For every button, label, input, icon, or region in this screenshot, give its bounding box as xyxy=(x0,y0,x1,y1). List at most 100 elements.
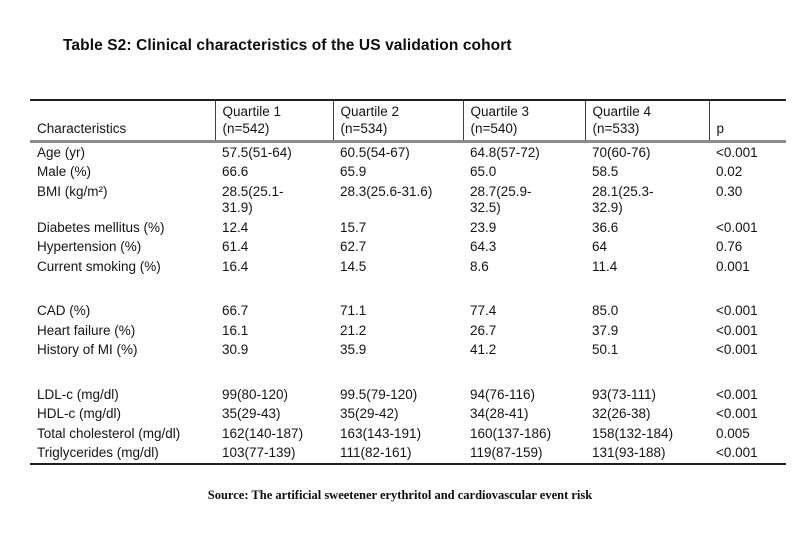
quartile-2-n: (n=534) xyxy=(340,120,388,136)
quartile-4-label: Quartile 4 xyxy=(592,104,652,119)
value-cell: 162(140-187) xyxy=(222,425,304,441)
value-cell: 111(82-161) xyxy=(340,445,412,460)
p-value-cell: <0.001 xyxy=(716,342,758,357)
table-row: Hypertension (%) 61.4 62.7 64.3 64 0.76 xyxy=(30,238,786,258)
spacer-row xyxy=(30,360,786,385)
value-cell: 99.5(79-120) xyxy=(340,386,418,402)
value-cell: 94(76-116) xyxy=(470,386,536,402)
row-label: Male (%) xyxy=(37,164,92,179)
value-cell: 66.7 xyxy=(222,303,249,318)
value-cell: 85.0 xyxy=(592,303,619,318)
spacer-row xyxy=(30,277,786,302)
p-value-cell: <0.001 xyxy=(716,322,758,338)
p-value-cell: 0.76 xyxy=(716,239,743,254)
table-title: Table S2: Clinical characteristics of th… xyxy=(63,37,512,54)
value-cell: 23.9 xyxy=(470,219,497,235)
value-cell: 64 xyxy=(592,239,608,254)
value-cell: 12.4 xyxy=(222,219,249,235)
value-cell: 14.5 xyxy=(340,258,367,274)
p-value-cell: <0.001 xyxy=(716,386,758,402)
value-cell: 61.4 xyxy=(222,239,249,254)
value-cell: 71.1 xyxy=(340,303,367,318)
value-cell: 8.6 xyxy=(470,258,489,274)
column-header-quartile-4: Quartile 4 (n=533) xyxy=(584,100,709,143)
table-body: Age (yr) 57.5(51-64) 60.5(54-67) 64.8(57-72… xyxy=(30,142,786,465)
p-label: p xyxy=(716,120,725,136)
value-cell: 30.9 xyxy=(222,342,249,357)
p-value-cell: <0.001 xyxy=(716,144,758,160)
column-header-quartile-2: Quartile 2 (n=534) xyxy=(332,100,463,143)
table-row: LDL-c (mg/dl) 99(80-120) 99.5(79-120) 94(76… xyxy=(30,385,786,405)
value-cell: 11.4 xyxy=(592,258,618,274)
table-row: Triglycerides (mg/dl) 103(77-139) 111(82-1… xyxy=(30,444,786,465)
value-cell: 93(73-111) xyxy=(592,386,657,402)
header-row: Characteristics Quartile 1 (n=542) Quart… xyxy=(30,100,786,143)
value-cell: 103(77-139) xyxy=(222,445,296,460)
value-cell: 119(87-159) xyxy=(470,445,543,460)
value-cell: 41.2 xyxy=(470,342,497,357)
clinical-characteristics-table: Characteristics Quartile 1 (n=542) Quart… xyxy=(30,99,786,465)
value-cell: 62.7 xyxy=(340,239,367,254)
row-label: BMI (kg/m²) xyxy=(37,183,108,199)
quartile-4-n: (n=533) xyxy=(592,120,640,136)
value-cell: 15.7 xyxy=(340,219,367,235)
value-cell: 64.3 xyxy=(470,239,497,254)
row-label: Hypertension (%) xyxy=(37,239,142,254)
row-label: HDL-c (mg/dl) xyxy=(37,406,122,421)
table-row: Age (yr) 57.5(51-64) 60.5(54-67) 64.8(57-72… xyxy=(30,142,786,163)
column-header-p: p xyxy=(708,100,786,143)
value-cell: 58.5 xyxy=(592,164,619,179)
value-cell: 99(80-120) xyxy=(222,386,289,402)
quartile-1-n: (n=542) xyxy=(222,120,270,136)
quartile-3-n: (n=540) xyxy=(470,120,518,136)
value-cell: 37.9 xyxy=(592,322,619,338)
row-label: Triglycerides (mg/dl) xyxy=(37,445,159,460)
value-cell: 36.6 xyxy=(592,219,619,235)
value-cell: 160(137-186) xyxy=(470,425,552,441)
p-value-cell: <0.001 xyxy=(716,445,758,460)
value-cell: 28.7(25.9- 32.5) xyxy=(470,183,532,216)
spacer-cell xyxy=(30,360,786,385)
value-cell: 35.9 xyxy=(340,342,367,357)
column-header-quartile-3: Quartile 3 (n=540) xyxy=(462,100,585,143)
table-row: Diabetes mellitus (%) 12.4 15.7 23.9 36.6 <0.… xyxy=(30,218,786,238)
value-cell: 163(143-191) xyxy=(340,425,422,441)
value-cell: 65.0 xyxy=(470,164,497,179)
row-label: History of MI (%) xyxy=(37,342,138,357)
table-row: BMI (kg/m²) 28.5(25.1- 31.9) 28.3(25.6-31.… xyxy=(30,182,786,218)
row-label: Heart failure (%) xyxy=(37,322,136,338)
quartile-1-label: Quartile 1 xyxy=(222,104,282,119)
row-label: CAD (%) xyxy=(37,303,91,318)
spacer-cell xyxy=(30,277,786,302)
table-row: Total cholesterol (mg/dl) 162(140-187) 163… xyxy=(30,424,786,444)
value-cell: 158(132-184) xyxy=(592,425,674,441)
value-cell: 70(60-76) xyxy=(592,144,651,160)
value-cell: 28.5(25.1- 31.9) xyxy=(222,183,284,216)
source-caption: Source: The artificial sweetener erythri… xyxy=(207,488,593,502)
table-header: Characteristics Quartile 1 (n=542) Quart… xyxy=(30,100,786,143)
value-cell: 50.1 xyxy=(592,342,619,357)
column-header-quartile-1: Quartile 1 (n=542) xyxy=(214,100,333,143)
characteristics-label: Characteristics xyxy=(37,120,127,136)
table-row: Heart failure (%) 16.1 21.2 26.7 37.9 <0.001 xyxy=(30,321,786,341)
value-cell: 32(26-38) xyxy=(592,406,651,421)
value-cell: 35(29-42) xyxy=(340,406,399,421)
value-cell: 65.9 xyxy=(340,164,367,179)
value-cell: 66.6 xyxy=(222,164,249,179)
row-label: Age (yr) xyxy=(37,144,86,160)
p-value-cell: 0.02 xyxy=(716,164,743,179)
table-row: HDL-c (mg/dl) 35(29-43) 35(29-42) 34(28-41)… xyxy=(30,405,786,425)
value-cell: 77.4 xyxy=(470,303,497,318)
column-header-characteristics: Characteristics xyxy=(30,100,215,143)
value-cell: 35(29-43) xyxy=(222,406,281,421)
value-cell: 28.3(25.6-31.6) xyxy=(340,183,433,199)
p-value-cell: <0.001 xyxy=(716,219,758,235)
row-label: Total cholesterol (mg/dl) xyxy=(37,425,181,441)
table-row: CAD (%) 66.7 71.1 77.4 85.0 <0.001 xyxy=(30,302,786,322)
value-cell: 64.8(57-72) xyxy=(470,144,540,160)
p-value-cell: <0.001 xyxy=(716,406,758,421)
p-value-cell: 0.001 xyxy=(716,258,750,274)
row-label: Current smoking (%) xyxy=(37,258,161,274)
p-value-cell: 0.005 xyxy=(716,425,750,441)
